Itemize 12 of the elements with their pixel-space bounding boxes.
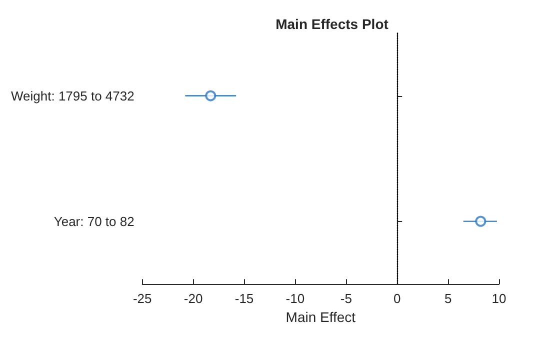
- x-tick-label: -25: [132, 291, 152, 306]
- x-axis-title: Main Effect: [286, 309, 356, 325]
- y-tick-label: Weight: 1795 to 4732: [10, 88, 134, 104]
- x-tick-label: 5: [444, 291, 452, 306]
- x-tick-label: 10: [492, 291, 506, 306]
- chart-title: Main Effects Plot: [276, 16, 389, 32]
- x-tick-label: -20: [184, 291, 203, 306]
- x-tick-label: -10: [286, 291, 305, 306]
- x-tick-label: 0: [393, 291, 401, 306]
- y-tick-label: Year: 70 to 82: [54, 214, 134, 229]
- x-tick-label: -15: [234, 291, 254, 306]
- x-tick-label: -5: [340, 291, 352, 306]
